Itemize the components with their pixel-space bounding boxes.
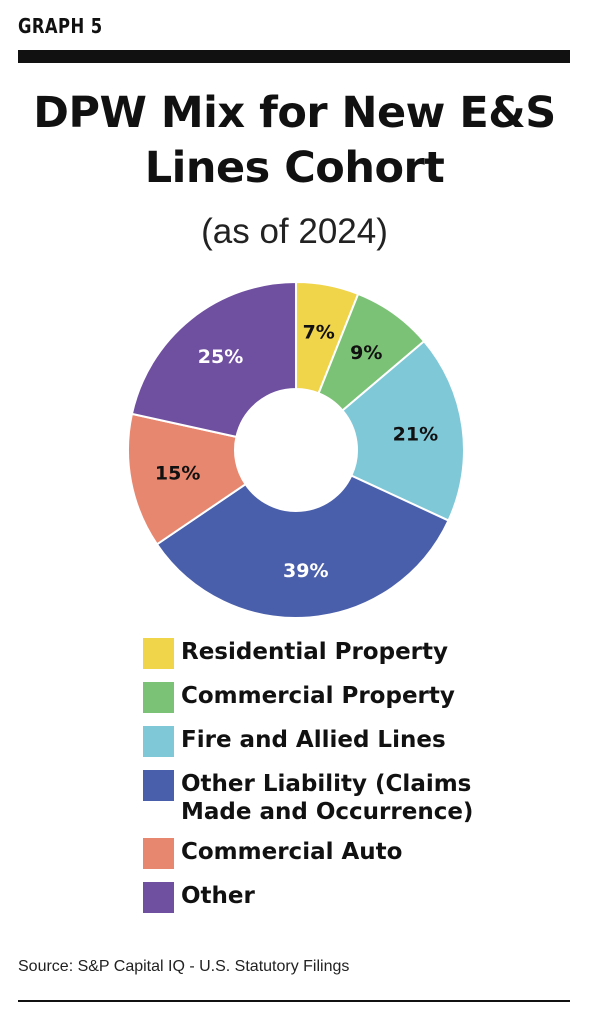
slice-value-label: 39% — [283, 560, 328, 582]
chart-title: DPW Mix for New E&S Lines Cohort — [33, 88, 556, 193]
slice-value-label: 25% — [198, 346, 243, 368]
legend-item: Other Liability (Claims Made and Occurre… — [143, 770, 563, 826]
legend-label: Residential Property — [181, 639, 449, 665]
donut-slice — [130, 280, 297, 439]
legend-item: Commercial Auto — [143, 838, 563, 870]
legend-swatch — [143, 638, 174, 669]
legend-label: Other — [181, 883, 255, 909]
slice-value-label: 15% — [155, 463, 200, 485]
legend-label: Commercial Auto — [181, 839, 403, 865]
legend-label: Other Liability (Claims Made and Occurre… — [181, 771, 474, 825]
bottom-rule — [18, 1000, 570, 1002]
legend-item: Other — [143, 882, 563, 914]
legend-item: Commercial Property — [143, 682, 563, 714]
donut-slice — [127, 412, 247, 546]
legend-item: Residential Property — [143, 638, 563, 670]
legend-swatch — [143, 838, 174, 869]
slice-value-label: 21% — [393, 424, 438, 446]
legend-swatch — [143, 770, 174, 801]
legend-swatch — [143, 682, 174, 713]
slice-value-label: 7% — [303, 322, 335, 344]
chart-legend: Residential Property Commercial Property F… — [143, 638, 563, 926]
legend-label: Commercial Property — [181, 683, 455, 709]
slice-value-label: 9% — [350, 342, 382, 364]
top-rule — [18, 50, 570, 63]
graph-label: GRAPH 5 — [18, 14, 103, 38]
donut-slice — [155, 474, 450, 619]
legend-item: Fire and Allied Lines — [143, 726, 563, 758]
legend-swatch — [143, 882, 174, 913]
chart-subtitle: (as of 2024) — [201, 212, 388, 251]
legend-label: Fire and Allied Lines — [181, 727, 446, 753]
legend-swatch — [143, 726, 174, 757]
source-note: Source: S&P Capital IQ - U.S. Statutory … — [18, 958, 350, 975]
donut-slice — [341, 339, 465, 522]
donut-chart: 7% 9% 21% 39% 15% 25% — [127, 280, 465, 619]
